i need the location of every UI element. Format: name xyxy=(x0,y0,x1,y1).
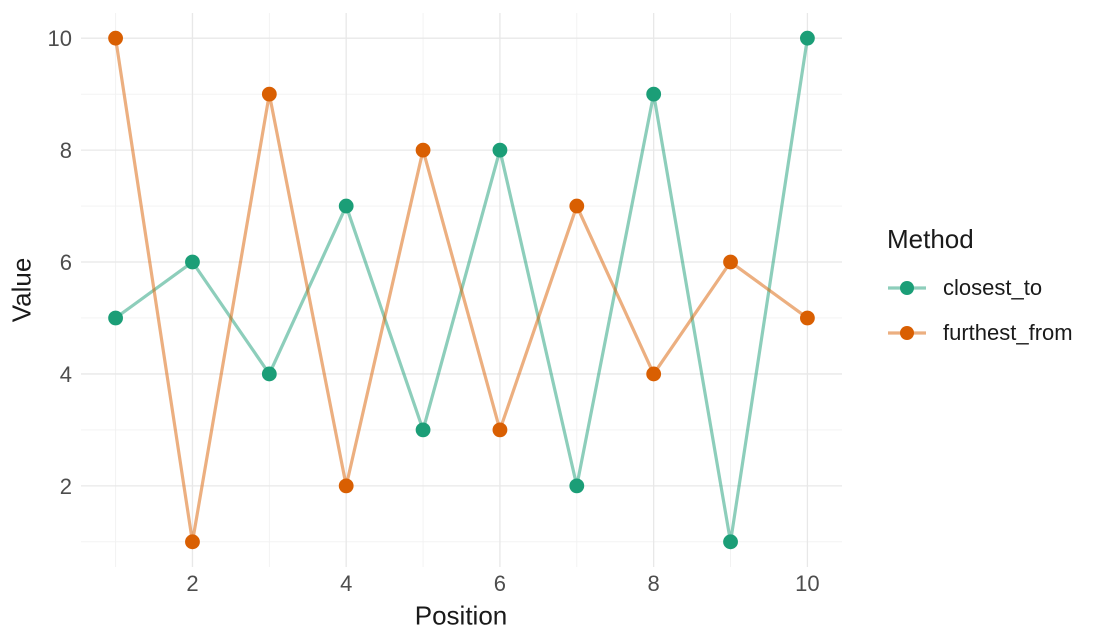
data-point-furthest_from xyxy=(185,534,200,550)
data-point-closest_to xyxy=(108,310,123,326)
data-point-closest_to xyxy=(492,142,508,158)
y-tick-label: 6 xyxy=(60,250,72,275)
x-tick-label: 4 xyxy=(340,571,352,596)
data-point-furthest_from xyxy=(338,478,354,494)
data-point-closest_to xyxy=(800,30,815,46)
data-point-furthest_from xyxy=(108,30,123,46)
data-point-furthest_from xyxy=(569,198,585,214)
legend: Method closest_to furthest_from xyxy=(887,224,1073,363)
x-tick-label: 6 xyxy=(494,571,506,596)
y-tick-label: 10 xyxy=(48,26,72,51)
legend-key-icon xyxy=(888,281,926,295)
data-point-closest_to xyxy=(646,86,662,102)
x-axis-title: Position xyxy=(414,600,508,631)
x-tick-label: 2 xyxy=(186,571,198,596)
legend-label: closest_to xyxy=(943,275,1043,300)
x-tick-label: 10 xyxy=(795,571,819,596)
data-point-closest_to xyxy=(185,254,200,270)
data-point-furthest_from xyxy=(492,422,508,438)
series-line-furthest_from xyxy=(114,37,809,544)
legend-title: Method xyxy=(887,224,974,254)
data-point-closest_to xyxy=(569,478,585,494)
data-point-furthest_from xyxy=(723,254,738,270)
data-point-furthest_from xyxy=(800,310,815,326)
data-point-furthest_from xyxy=(646,366,662,382)
data-point-furthest_from xyxy=(415,142,431,158)
legend-key-icon xyxy=(888,326,926,340)
x-tick-label: 8 xyxy=(648,571,660,596)
data-point-closest_to xyxy=(723,534,738,550)
y-axis-title: Value xyxy=(6,257,37,323)
data-point-furthest_from xyxy=(261,86,277,102)
data-point-closest_to xyxy=(338,198,354,214)
y-tick-label: 4 xyxy=(60,362,72,387)
y-tick-label: 8 xyxy=(60,138,72,163)
legend-entry-furthest-from: furthest_from xyxy=(887,318,1073,348)
legend-label: furthest_from xyxy=(943,320,1073,345)
data-point-closest_to xyxy=(415,422,431,438)
y-tick-label: 2 xyxy=(60,474,72,499)
data-point-closest_to xyxy=(261,366,277,382)
legend-entry-closest-to: closest_to xyxy=(887,273,1073,303)
